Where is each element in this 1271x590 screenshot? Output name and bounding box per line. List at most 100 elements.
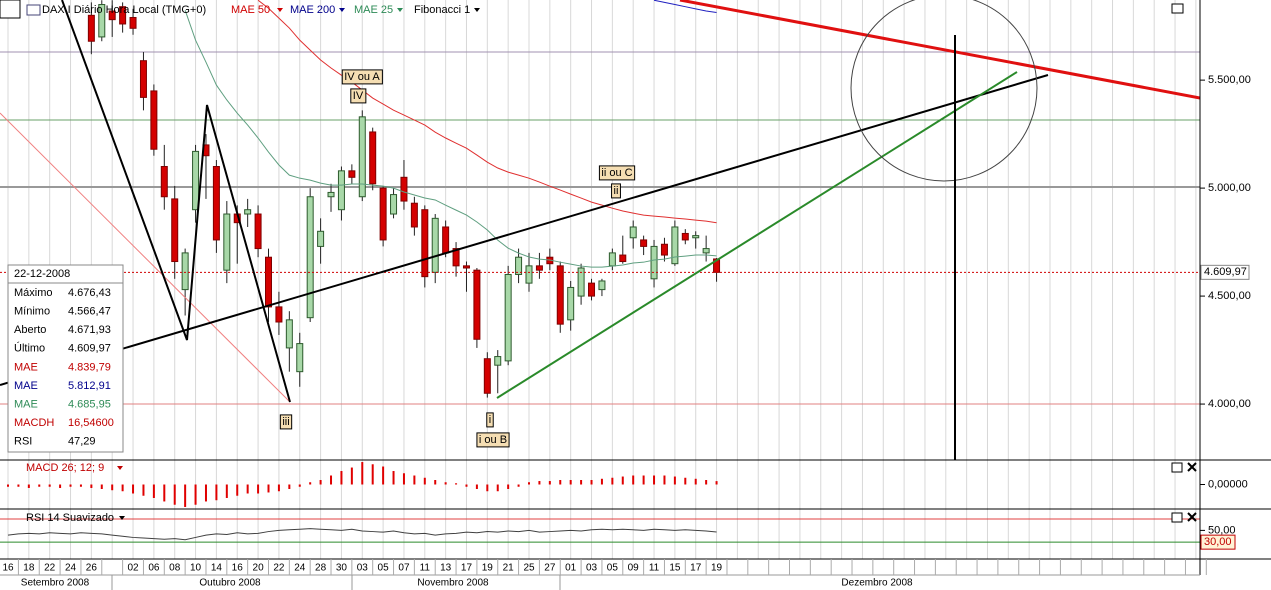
candle-body — [629, 226, 637, 239]
wave-label-box — [611, 183, 621, 199]
x-tick-label: 09 — [628, 563, 640, 574]
macd-bar — [173, 484, 176, 505]
macd-bar — [455, 483, 458, 485]
x-tick-label: 01 — [565, 563, 577, 574]
info-value: 4.676,43 — [68, 287, 111, 299]
candle-body — [515, 256, 523, 275]
info-panel: 22-12-2008 Máximo 4.676,43 Mínimo 4.566,47 A… — [7, 264, 124, 453]
y-tick-label: 5.000,00 — [1208, 182, 1251, 194]
macd-bar — [132, 484, 135, 494]
x-tick-label: 25 — [523, 563, 535, 574]
macd-title: MACD 26; 12; 9 — [26, 462, 104, 474]
axes: 16 18 22 24 26 02 06 08 10 14 16 20 22 24 28 30 03 05 07 11… — [2, 74, 1251, 590]
macd-bar — [663, 475, 666, 485]
panel-frames — [0, 0, 1271, 576]
x-tick-label: 16 — [232, 563, 244, 574]
macd-bar — [538, 481, 541, 485]
wave-label: i ou B — [479, 434, 507, 446]
candle-body — [442, 226, 450, 254]
candle-body — [223, 213, 231, 271]
macd-bar — [257, 484, 260, 494]
wave-label-box — [486, 412, 494, 428]
candle-body — [431, 217, 439, 273]
last-price-box — [1200, 264, 1250, 280]
x-tick-label: 17 — [690, 563, 702, 574]
x-tick-label: 06 — [148, 563, 160, 574]
macd-bar — [361, 462, 364, 485]
macd-bar — [350, 467, 353, 485]
macd-bar — [434, 480, 437, 485]
wave-label: ii ou C — [601, 167, 632, 179]
macd-bar — [694, 478, 697, 485]
candle-body — [452, 248, 460, 267]
x-tick-label: 19 — [711, 563, 723, 574]
info-label: Aberto — [14, 324, 46, 336]
macd-bar — [371, 464, 374, 485]
macd-bar — [590, 480, 593, 485]
candle-body — [108, 10, 116, 21]
candle-body — [379, 187, 387, 241]
info-label: MAE — [14, 380, 38, 392]
candle-body — [692, 235, 700, 239]
x-tick-label: 24 — [294, 563, 306, 574]
candle-body — [317, 230, 325, 247]
y-tick-label: 5.500,00 — [1208, 74, 1251, 86]
macd-bar — [580, 480, 583, 485]
wave-label-box — [341, 69, 383, 85]
indicator-label: MAE 200 — [290, 4, 335, 16]
x-tick-label: 28 — [315, 563, 327, 574]
candle-body — [98, 4, 106, 38]
wave-label-box — [350, 88, 367, 104]
candle-body — [296, 343, 304, 373]
candle-body — [660, 243, 668, 256]
x-tick-label: 24 — [65, 563, 77, 574]
macd-bar — [79, 484, 82, 487]
candle-body — [640, 239, 648, 247]
x-tick-label: 22 — [44, 563, 56, 574]
info-value: 4.685,95 — [68, 399, 111, 411]
price-panel — [0, 0, 1200, 398]
x-tick-label: 30 — [336, 563, 348, 574]
macd-bar — [111, 484, 114, 491]
wave-label-box — [279, 414, 293, 430]
info-label: MAE — [14, 399, 38, 411]
macd-bar — [330, 475, 333, 485]
candle-body — [192, 150, 200, 211]
drawings — [0, 0, 1200, 460]
wave-label: ii — [614, 185, 619, 197]
x-tick-label: 26 — [86, 563, 98, 574]
macd-bar — [194, 484, 197, 505]
macd-bar — [413, 475, 416, 485]
info-value: 47,29 — [68, 436, 96, 448]
info-value: 4.609,97 — [68, 343, 111, 355]
info-value: 4.671,93 — [68, 324, 111, 336]
candle-body — [525, 265, 533, 284]
x-tick-label: 22 — [273, 563, 285, 574]
candle-body — [348, 170, 356, 178]
x-tick-label: 03 — [357, 563, 369, 574]
candle-body — [473, 269, 481, 340]
candle-body — [650, 245, 658, 280]
y-tick-label: 4.000,00 — [1208, 398, 1251, 410]
candle-body — [671, 226, 679, 265]
x-tick-label: 07 — [398, 563, 410, 574]
month-label: Outubro 2008 — [199, 578, 261, 589]
candle-body — [619, 254, 627, 263]
candle-body — [254, 213, 262, 250]
wave-label-box — [476, 432, 510, 448]
macd-bar — [340, 471, 343, 485]
macd-bar — [392, 471, 395, 485]
macd-bar — [559, 480, 562, 485]
candle-body — [494, 356, 502, 366]
info-label: MAE — [14, 361, 38, 373]
x-tick-label: 17 — [461, 563, 473, 574]
macd-bar — [715, 481, 718, 485]
candle-body — [139, 60, 147, 98]
macd-bar — [465, 484, 468, 487]
month-label: Setembro 2008 — [21, 578, 90, 589]
info-value: 5.812,91 — [68, 380, 111, 392]
candle-body — [358, 116, 366, 198]
macd-bar — [507, 484, 510, 489]
info-label: Máximo — [14, 287, 53, 299]
wave-label: iii — [282, 416, 289, 428]
